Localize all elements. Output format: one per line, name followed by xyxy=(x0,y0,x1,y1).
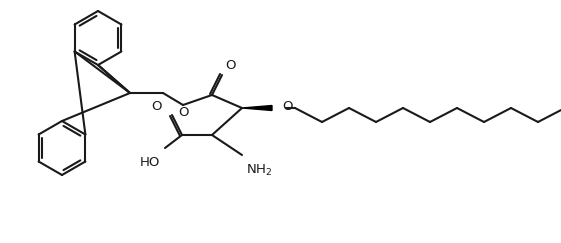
Text: O: O xyxy=(179,106,189,119)
Text: HO: HO xyxy=(140,156,160,169)
Text: NH$_2$: NH$_2$ xyxy=(246,163,273,178)
Text: O: O xyxy=(225,59,236,72)
Polygon shape xyxy=(242,105,272,111)
Text: O: O xyxy=(151,100,162,113)
Text: O: O xyxy=(282,101,292,113)
